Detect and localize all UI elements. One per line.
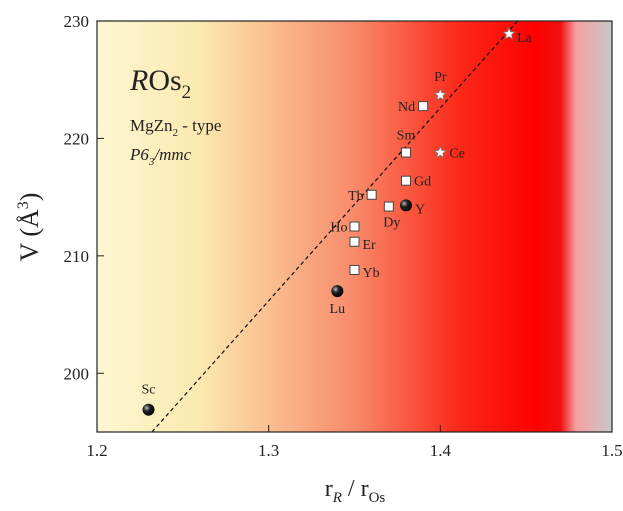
point-label: Lu xyxy=(330,302,346,317)
point xyxy=(418,101,429,112)
point-label: Sm xyxy=(397,129,416,144)
chart-title: ROs2 xyxy=(129,64,191,103)
point xyxy=(433,87,447,101)
point xyxy=(349,236,360,247)
trend-line xyxy=(151,20,519,433)
point xyxy=(383,201,394,212)
annotation: P63/mmc xyxy=(129,145,192,168)
point xyxy=(400,199,412,212)
point-label: Er xyxy=(363,238,377,253)
point-label: Dy xyxy=(383,216,400,231)
y-axis-label: V (Å3) xyxy=(15,193,44,262)
annotation: MgZn2 - type xyxy=(130,116,221,139)
point-label: Yb xyxy=(363,266,380,281)
x-tick-label: 1.5 xyxy=(601,441,622,460)
point xyxy=(401,147,411,158)
x-tick-label: 1.4 xyxy=(430,441,452,460)
point xyxy=(331,285,344,298)
y-tick-label: 230 xyxy=(64,12,90,31)
point xyxy=(502,26,516,40)
x-axis-label: rR / rOs xyxy=(325,476,386,506)
y-tick-label: 210 xyxy=(64,247,90,266)
point xyxy=(366,189,377,200)
point-label: La xyxy=(517,31,533,46)
y-tick-label: 220 xyxy=(64,129,90,148)
x-tick-label: 1.3 xyxy=(258,441,279,460)
point xyxy=(433,145,447,159)
point-label: Tb xyxy=(348,189,364,204)
point-label: Nd xyxy=(398,100,415,115)
x-tick-label: 1.2 xyxy=(86,441,107,460)
plot-frame xyxy=(96,20,613,433)
point xyxy=(142,403,155,416)
point xyxy=(401,175,411,186)
point-label: Y xyxy=(415,202,425,217)
point-label: Pr xyxy=(434,70,447,85)
point xyxy=(349,221,360,232)
point-label: Ho xyxy=(330,221,347,236)
point xyxy=(349,264,360,275)
point-label: Sc xyxy=(142,383,156,398)
y-tick-label: 200 xyxy=(64,364,90,383)
point-label: Gd xyxy=(414,175,431,190)
point-label: Ce xyxy=(449,147,465,162)
